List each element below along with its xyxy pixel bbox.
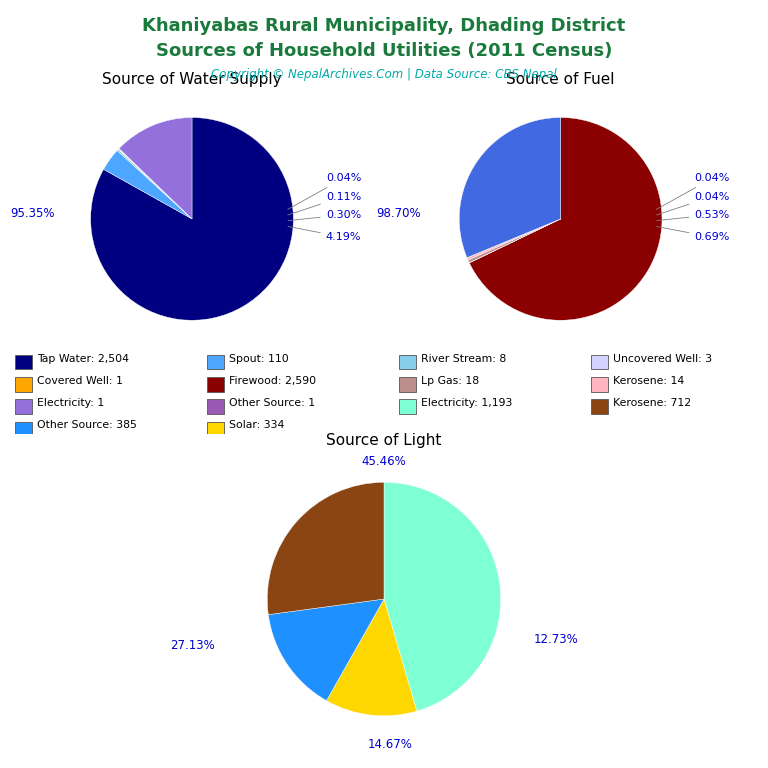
Text: Lp Gas: 18: Lp Gas: 18 (421, 376, 479, 386)
Bar (591, 399, 608, 414)
Wedge shape (326, 599, 417, 716)
Wedge shape (119, 118, 192, 219)
Text: River Stream: 8: River Stream: 8 (421, 354, 506, 364)
Text: 27.13%: 27.13% (170, 639, 215, 652)
Bar (15, 399, 32, 414)
Title: Source of Water Supply: Source of Water Supply (102, 72, 282, 87)
Text: Other Source: 1: Other Source: 1 (229, 398, 315, 408)
Wedge shape (468, 219, 561, 263)
Text: Tap Water: 2,504: Tap Water: 2,504 (37, 354, 129, 364)
Text: Kerosene: 712: Kerosene: 712 (613, 398, 691, 408)
Text: 95.35%: 95.35% (11, 207, 55, 220)
Text: Kerosene: 14: Kerosene: 14 (613, 376, 684, 386)
Bar (15, 356, 32, 369)
Bar (399, 377, 416, 392)
Bar (207, 422, 224, 435)
Text: Firewood: 2,590: Firewood: 2,590 (229, 376, 316, 386)
Wedge shape (469, 118, 662, 320)
Bar (591, 356, 608, 369)
Wedge shape (267, 482, 384, 614)
Bar (399, 356, 416, 369)
Wedge shape (469, 219, 561, 263)
Text: Copyright © NepalArchives.Com | Data Source: CBS Nepal: Copyright © NepalArchives.Com | Data Sou… (211, 68, 557, 81)
Wedge shape (118, 149, 192, 219)
Text: 0.69%: 0.69% (657, 227, 730, 242)
Title: Source of Fuel: Source of Fuel (506, 72, 615, 87)
Text: 0.30%: 0.30% (288, 210, 361, 220)
Wedge shape (118, 149, 192, 219)
Wedge shape (384, 482, 501, 711)
Text: 14.67%: 14.67% (367, 739, 412, 751)
Text: 0.11%: 0.11% (288, 191, 361, 215)
Text: 0.04%: 0.04% (288, 174, 361, 210)
Wedge shape (104, 151, 192, 219)
Bar (207, 377, 224, 392)
Bar (15, 422, 32, 435)
Wedge shape (459, 118, 561, 258)
Text: Electricity: 1: Electricity: 1 (37, 398, 104, 408)
Text: 12.73%: 12.73% (534, 634, 578, 647)
Bar (207, 399, 224, 414)
Wedge shape (118, 149, 192, 219)
Text: 45.46%: 45.46% (362, 455, 406, 468)
Wedge shape (467, 219, 561, 260)
Text: 0.04%: 0.04% (657, 174, 730, 210)
Text: Uncovered Well: 3: Uncovered Well: 3 (613, 354, 712, 364)
Bar (591, 377, 608, 392)
Bar (399, 399, 416, 414)
Bar (207, 356, 224, 369)
Text: Electricity: 1,193: Electricity: 1,193 (421, 398, 512, 408)
Text: Other Source: 385: Other Source: 385 (37, 420, 137, 430)
Text: Spout: 110: Spout: 110 (229, 354, 289, 364)
Text: 0.53%: 0.53% (657, 210, 730, 220)
Text: Khaniyabas Rural Municipality, Dhading District: Khaniyabas Rural Municipality, Dhading D… (142, 17, 626, 35)
Text: 98.70%: 98.70% (376, 207, 421, 220)
Text: 4.19%: 4.19% (288, 227, 361, 242)
Text: Covered Well: 1: Covered Well: 1 (37, 376, 123, 386)
Wedge shape (467, 219, 561, 258)
Text: Sources of Household Utilities (2011 Census): Sources of Household Utilities (2011 Cen… (156, 42, 612, 60)
Title: Source of Light: Source of Light (326, 433, 442, 448)
Text: Solar: 334: Solar: 334 (229, 420, 284, 430)
Wedge shape (119, 148, 192, 219)
Bar (15, 377, 32, 392)
Wedge shape (268, 599, 384, 700)
Text: 0.04%: 0.04% (657, 191, 730, 215)
Wedge shape (91, 118, 293, 320)
